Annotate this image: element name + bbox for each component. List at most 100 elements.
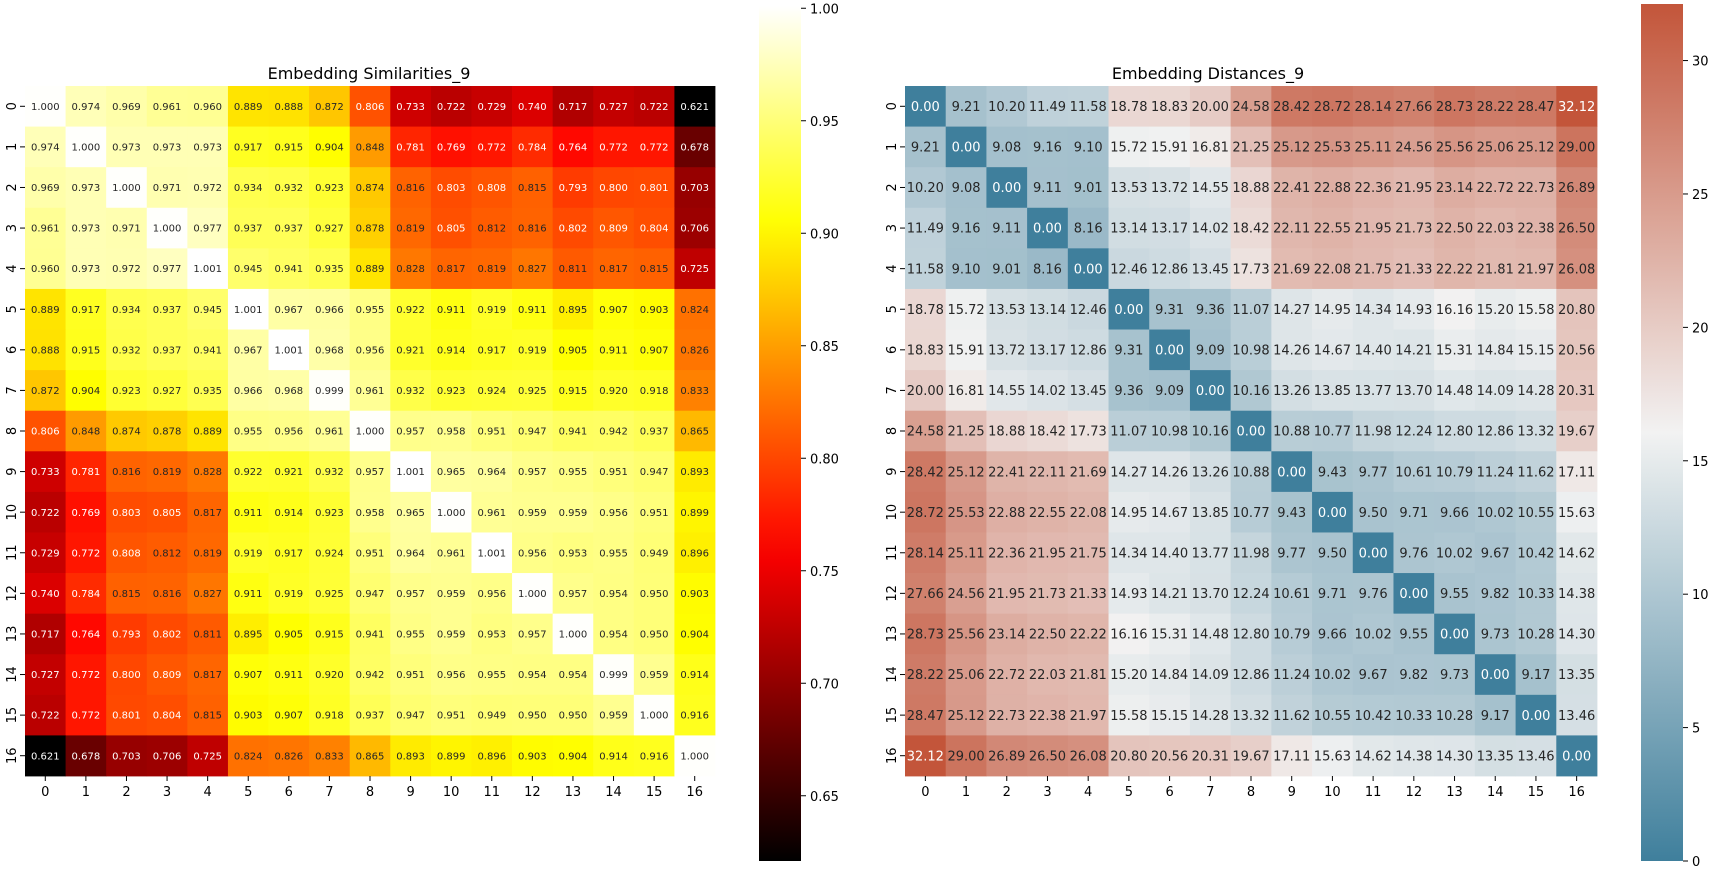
similarity-cell xyxy=(25,248,66,290)
distance-cell-label: 16.81 xyxy=(1192,141,1229,156)
distance-y-tick-label: 2 xyxy=(885,183,900,191)
similarity-cell-label: 0.954 xyxy=(559,670,588,681)
similarity-cell-label: 0.968 xyxy=(275,386,304,397)
distance-cell-label: 26.89 xyxy=(1558,181,1595,196)
similarity-cell xyxy=(146,491,188,533)
similarity-cell-label: 0.911 xyxy=(275,670,304,681)
similarity-y-tick-label: 1 xyxy=(5,143,20,151)
similarity-cell-label: 0.905 xyxy=(275,630,304,641)
distance-cell-label: 10.77 xyxy=(1314,425,1351,440)
distance-cell-label: 0.00 xyxy=(1521,709,1550,724)
distance-cell-label: 21.81 xyxy=(1477,262,1514,277)
distance-cell xyxy=(905,735,947,777)
similarity-cell-label: 0.957 xyxy=(559,589,588,600)
similarity-cell-label: 0.819 xyxy=(396,224,425,235)
similarity-cell xyxy=(187,451,229,493)
distance-cell-label: 12.46 xyxy=(1070,303,1107,318)
similarity-cell-label: 0.781 xyxy=(396,142,425,153)
distance-cell-label: 10.42 xyxy=(1517,546,1554,561)
similarity-cell-label: 0.819 xyxy=(193,548,222,559)
similarity-cell-label: 0.973 xyxy=(72,224,101,235)
distance-y-tick-label: 8 xyxy=(885,427,900,435)
similarity-cell-label: 1.000 xyxy=(72,142,101,153)
similarity-cell xyxy=(674,735,716,777)
similarity-cell xyxy=(471,532,513,574)
distance-cell-label: 21.69 xyxy=(1273,262,1310,277)
distance-cell-label: 9.43 xyxy=(1277,506,1306,521)
distance-cell xyxy=(905,207,947,249)
distance-cell xyxy=(1312,167,1354,209)
similarity-cell xyxy=(65,370,107,412)
distance-cell-label: 9.11 xyxy=(1033,181,1062,196)
distance-cell-label: 15.15 xyxy=(1517,344,1554,359)
similarity-cell xyxy=(593,126,635,168)
distance-cell xyxy=(1027,167,1069,209)
distance-cell-label: 18.42 xyxy=(1232,222,1269,237)
distance-cell-label: 13.53 xyxy=(988,303,1025,318)
similarity-cell xyxy=(512,573,554,615)
distance-cell-label: 25.12 xyxy=(1517,141,1554,156)
distance-cell-label: 13.14 xyxy=(1110,222,1147,237)
similarity-cell xyxy=(227,735,269,777)
similarity-cell xyxy=(187,167,229,209)
similarity-cell-label: 0.924 xyxy=(315,548,344,559)
similarity-cell-label: 0.969 xyxy=(31,183,60,194)
distance-cell xyxy=(1108,86,1150,127)
distance-cell xyxy=(1149,694,1191,736)
distance-cell-label: 21.81 xyxy=(1070,668,1107,683)
distance-cell-label: 14.67 xyxy=(1314,344,1351,359)
similarity-cell xyxy=(471,451,513,493)
similarity-cell xyxy=(309,654,351,696)
similarity-cell xyxy=(633,613,675,655)
distance-cell-label: 10.79 xyxy=(1273,628,1310,643)
similarity-cell-label: 0.703 xyxy=(112,751,141,762)
similarity-cell xyxy=(552,167,594,209)
similarity-cell-label: 0.973 xyxy=(112,142,141,153)
similarity-cell-label: 0.917 xyxy=(234,142,263,153)
similarity-cell-label: 0.914 xyxy=(680,670,709,681)
distance-cell xyxy=(1474,329,1516,371)
similarity-cell xyxy=(65,694,107,736)
similarity-cell-label: 0.959 xyxy=(559,508,588,519)
similarity-cell xyxy=(390,654,432,696)
distance-cell-label: 22.38 xyxy=(1517,222,1554,237)
similarity-cell-label: 0.956 xyxy=(437,670,466,681)
similarity-cell xyxy=(187,207,229,249)
similarity-cell xyxy=(674,248,716,290)
distance-cell xyxy=(1515,329,1557,371)
similarity-cell-label: 0.725 xyxy=(680,264,709,275)
similarity-cell-label: 0.815 xyxy=(112,589,141,600)
similarity-cell-label: 0.911 xyxy=(234,508,263,519)
similarity-cell xyxy=(674,532,716,574)
distance-cell-label: 20.80 xyxy=(1110,749,1147,764)
similarity-cell xyxy=(187,573,229,615)
distance-cell-label: 21.33 xyxy=(1070,587,1107,602)
similarity-cell-label: 0.957 xyxy=(518,467,547,478)
distance-cell-label: 14.26 xyxy=(1151,465,1188,480)
similarity-cell xyxy=(593,288,635,330)
distance-cell xyxy=(1434,532,1476,574)
similarity-cell-label: 0.951 xyxy=(437,711,466,722)
distance-cell-label: 26.50 xyxy=(1029,749,1066,764)
distance-colorbar-ticks: 0 5 10 15 20 25 30 xyxy=(1683,55,1709,869)
similarity-cell-label: 0.905 xyxy=(559,345,588,356)
distance-y-tick-label: 0 xyxy=(885,102,900,110)
distance-cell xyxy=(1434,491,1476,533)
similarity-cell xyxy=(390,735,432,777)
similarity-cell-label: 0.961 xyxy=(153,102,182,113)
similarity-cell xyxy=(349,167,391,209)
distance-cell xyxy=(945,370,987,412)
similarity-x-tick-label: 13 xyxy=(565,785,582,800)
similarity-cell xyxy=(349,126,391,168)
distance-cell xyxy=(1393,573,1435,615)
distance-cell-label: 13.35 xyxy=(1477,749,1514,764)
distance-cell xyxy=(1434,288,1476,330)
similarity-cell xyxy=(25,613,66,655)
distance-cell-label: 0.00 xyxy=(1481,668,1510,683)
distance-cell xyxy=(1434,86,1476,127)
similarity-cell xyxy=(187,694,229,736)
distance-cell xyxy=(1189,735,1232,777)
distance-cell xyxy=(1108,410,1150,452)
similarity-cell-label: 0.805 xyxy=(437,224,466,235)
